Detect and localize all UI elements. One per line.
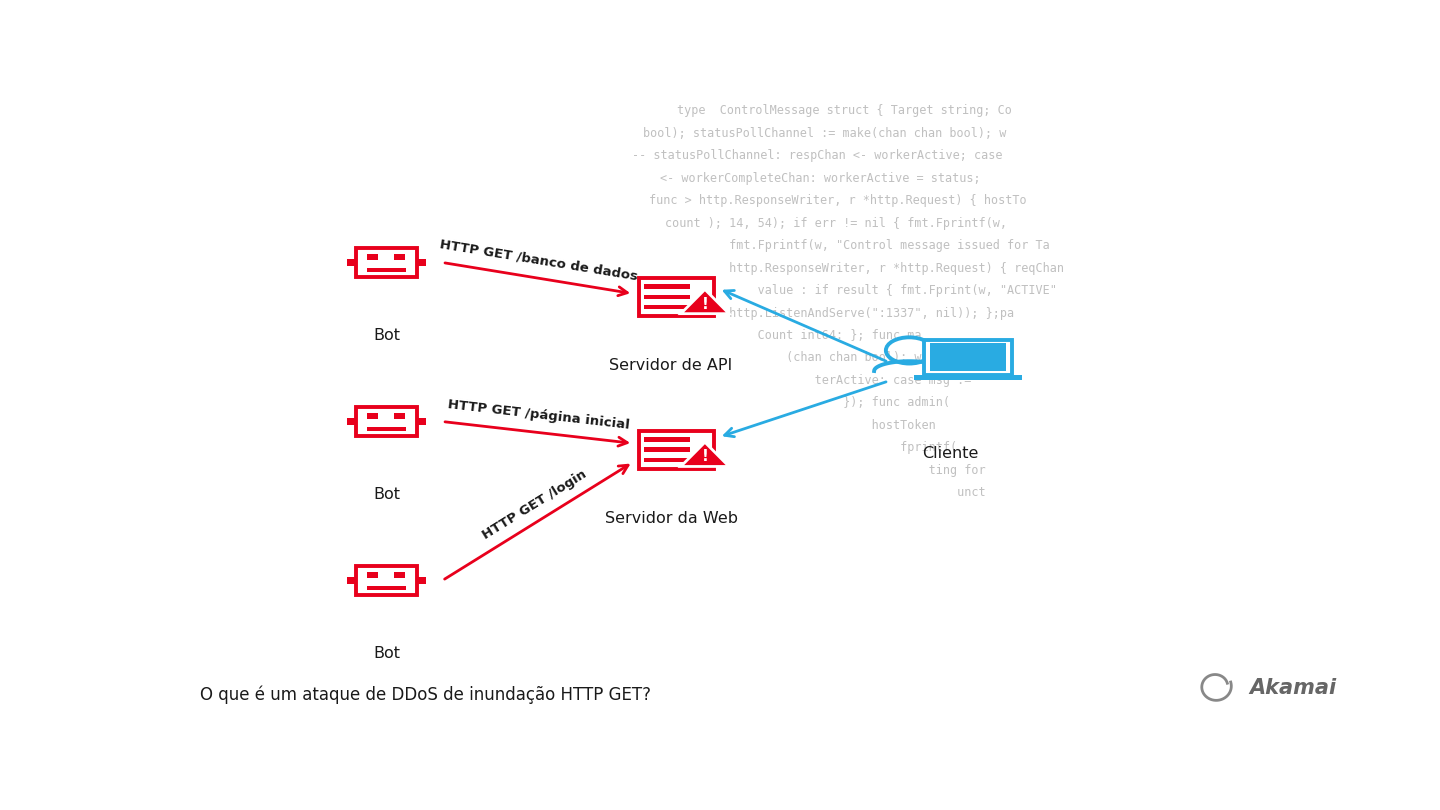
- FancyBboxPatch shape: [367, 586, 406, 590]
- FancyBboxPatch shape: [644, 305, 690, 309]
- Text: HTTP GET /login: HTTP GET /login: [480, 467, 589, 542]
- FancyBboxPatch shape: [367, 254, 379, 260]
- Text: Akamai: Akamai: [1248, 679, 1336, 698]
- Text: func > http.ResponseWriter, r *http.Request) { hostTo: func > http.ResponseWriter, r *http.Requ…: [648, 194, 1027, 207]
- Text: Count int64: }; func ma: Count int64: }; func ma: [665, 329, 922, 342]
- Text: -- statusPollChannel: respChan <- workerActive; case: -- statusPollChannel: respChan <- worker…: [632, 149, 1002, 162]
- Text: http.ResponseWriter, r *http.Request) { reqChan: http.ResponseWriter, r *http.Request) { …: [665, 262, 1064, 275]
- FancyBboxPatch shape: [644, 295, 690, 299]
- Text: ting for: ting for: [665, 463, 986, 476]
- Text: count ); 14, 54); if err != nil { fmt.Fprintf(w,: count ); 14, 54); if err != nil { fmt.Fp…: [665, 217, 1008, 230]
- Text: fprintf(: fprintf(: [665, 441, 958, 454]
- Text: Cliente: Cliente: [922, 446, 978, 462]
- FancyBboxPatch shape: [418, 578, 426, 584]
- Text: bool); statusPollChannel := make(chan chan bool); w: bool); statusPollChannel := make(chan ch…: [644, 127, 1007, 140]
- Text: Servidor de API: Servidor de API: [609, 358, 733, 373]
- Text: HTTP GET /banco de dados: HTTP GET /banco de dados: [439, 238, 639, 283]
- FancyBboxPatch shape: [347, 259, 356, 266]
- Text: (chan chan bool): workerAct: (chan chan bool): workerAct: [665, 352, 979, 365]
- Text: unct: unct: [665, 486, 986, 499]
- FancyBboxPatch shape: [347, 419, 356, 424]
- FancyBboxPatch shape: [914, 375, 1022, 381]
- Text: Bot: Bot: [373, 487, 400, 502]
- FancyBboxPatch shape: [644, 284, 690, 288]
- Text: fmt.Fprintf(w, "Control message issued for Ta: fmt.Fprintf(w, "Control message issued f…: [665, 239, 1050, 252]
- Text: terActive: case msg :=: terActive: case msg :=: [665, 374, 972, 387]
- FancyBboxPatch shape: [924, 339, 1012, 375]
- Text: HTTP GET /página inicial: HTTP GET /página inicial: [446, 398, 631, 432]
- Text: }); func admin(: }); func admin(: [665, 396, 950, 409]
- Text: value : if result { fmt.Fprint(w, "ACTIVE": value : if result { fmt.Fprint(w, "ACTIV…: [665, 284, 1057, 297]
- Text: Bot: Bot: [373, 328, 400, 343]
- FancyBboxPatch shape: [367, 427, 406, 431]
- Text: !: !: [701, 450, 708, 464]
- FancyBboxPatch shape: [644, 447, 690, 452]
- FancyBboxPatch shape: [356, 248, 418, 277]
- FancyBboxPatch shape: [356, 566, 418, 595]
- FancyBboxPatch shape: [639, 278, 714, 316]
- Text: type  ControlMessage struct { Target string; Co: type ControlMessage struct { Target stri…: [677, 104, 1011, 117]
- Text: Bot: Bot: [373, 646, 400, 661]
- FancyBboxPatch shape: [639, 431, 714, 468]
- Text: Servidor da Web: Servidor da Web: [605, 511, 737, 526]
- FancyBboxPatch shape: [395, 254, 406, 260]
- FancyBboxPatch shape: [367, 268, 406, 271]
- FancyBboxPatch shape: [347, 578, 356, 584]
- FancyBboxPatch shape: [356, 407, 418, 436]
- Text: !: !: [701, 296, 708, 312]
- FancyBboxPatch shape: [418, 419, 426, 424]
- Text: <- workerCompleteChan: workerActive = status;: <- workerCompleteChan: workerActive = st…: [660, 172, 981, 185]
- Text: O que é um ataque de DDoS de inundação HTTP GET?: O que é um ataque de DDoS de inundação H…: [200, 685, 651, 704]
- Text: http.ListenAndServe(":1337", nil)); };pa: http.ListenAndServe(":1337", nil)); };pa: [665, 306, 1015, 319]
- FancyBboxPatch shape: [418, 259, 426, 266]
- FancyBboxPatch shape: [367, 572, 379, 578]
- Polygon shape: [681, 442, 729, 467]
- FancyBboxPatch shape: [930, 343, 1007, 372]
- FancyBboxPatch shape: [395, 572, 406, 578]
- FancyBboxPatch shape: [644, 458, 690, 462]
- Polygon shape: [681, 289, 729, 313]
- FancyBboxPatch shape: [367, 413, 379, 420]
- FancyBboxPatch shape: [644, 437, 690, 441]
- FancyBboxPatch shape: [395, 413, 406, 420]
- Text: hostToken: hostToken: [665, 419, 936, 432]
